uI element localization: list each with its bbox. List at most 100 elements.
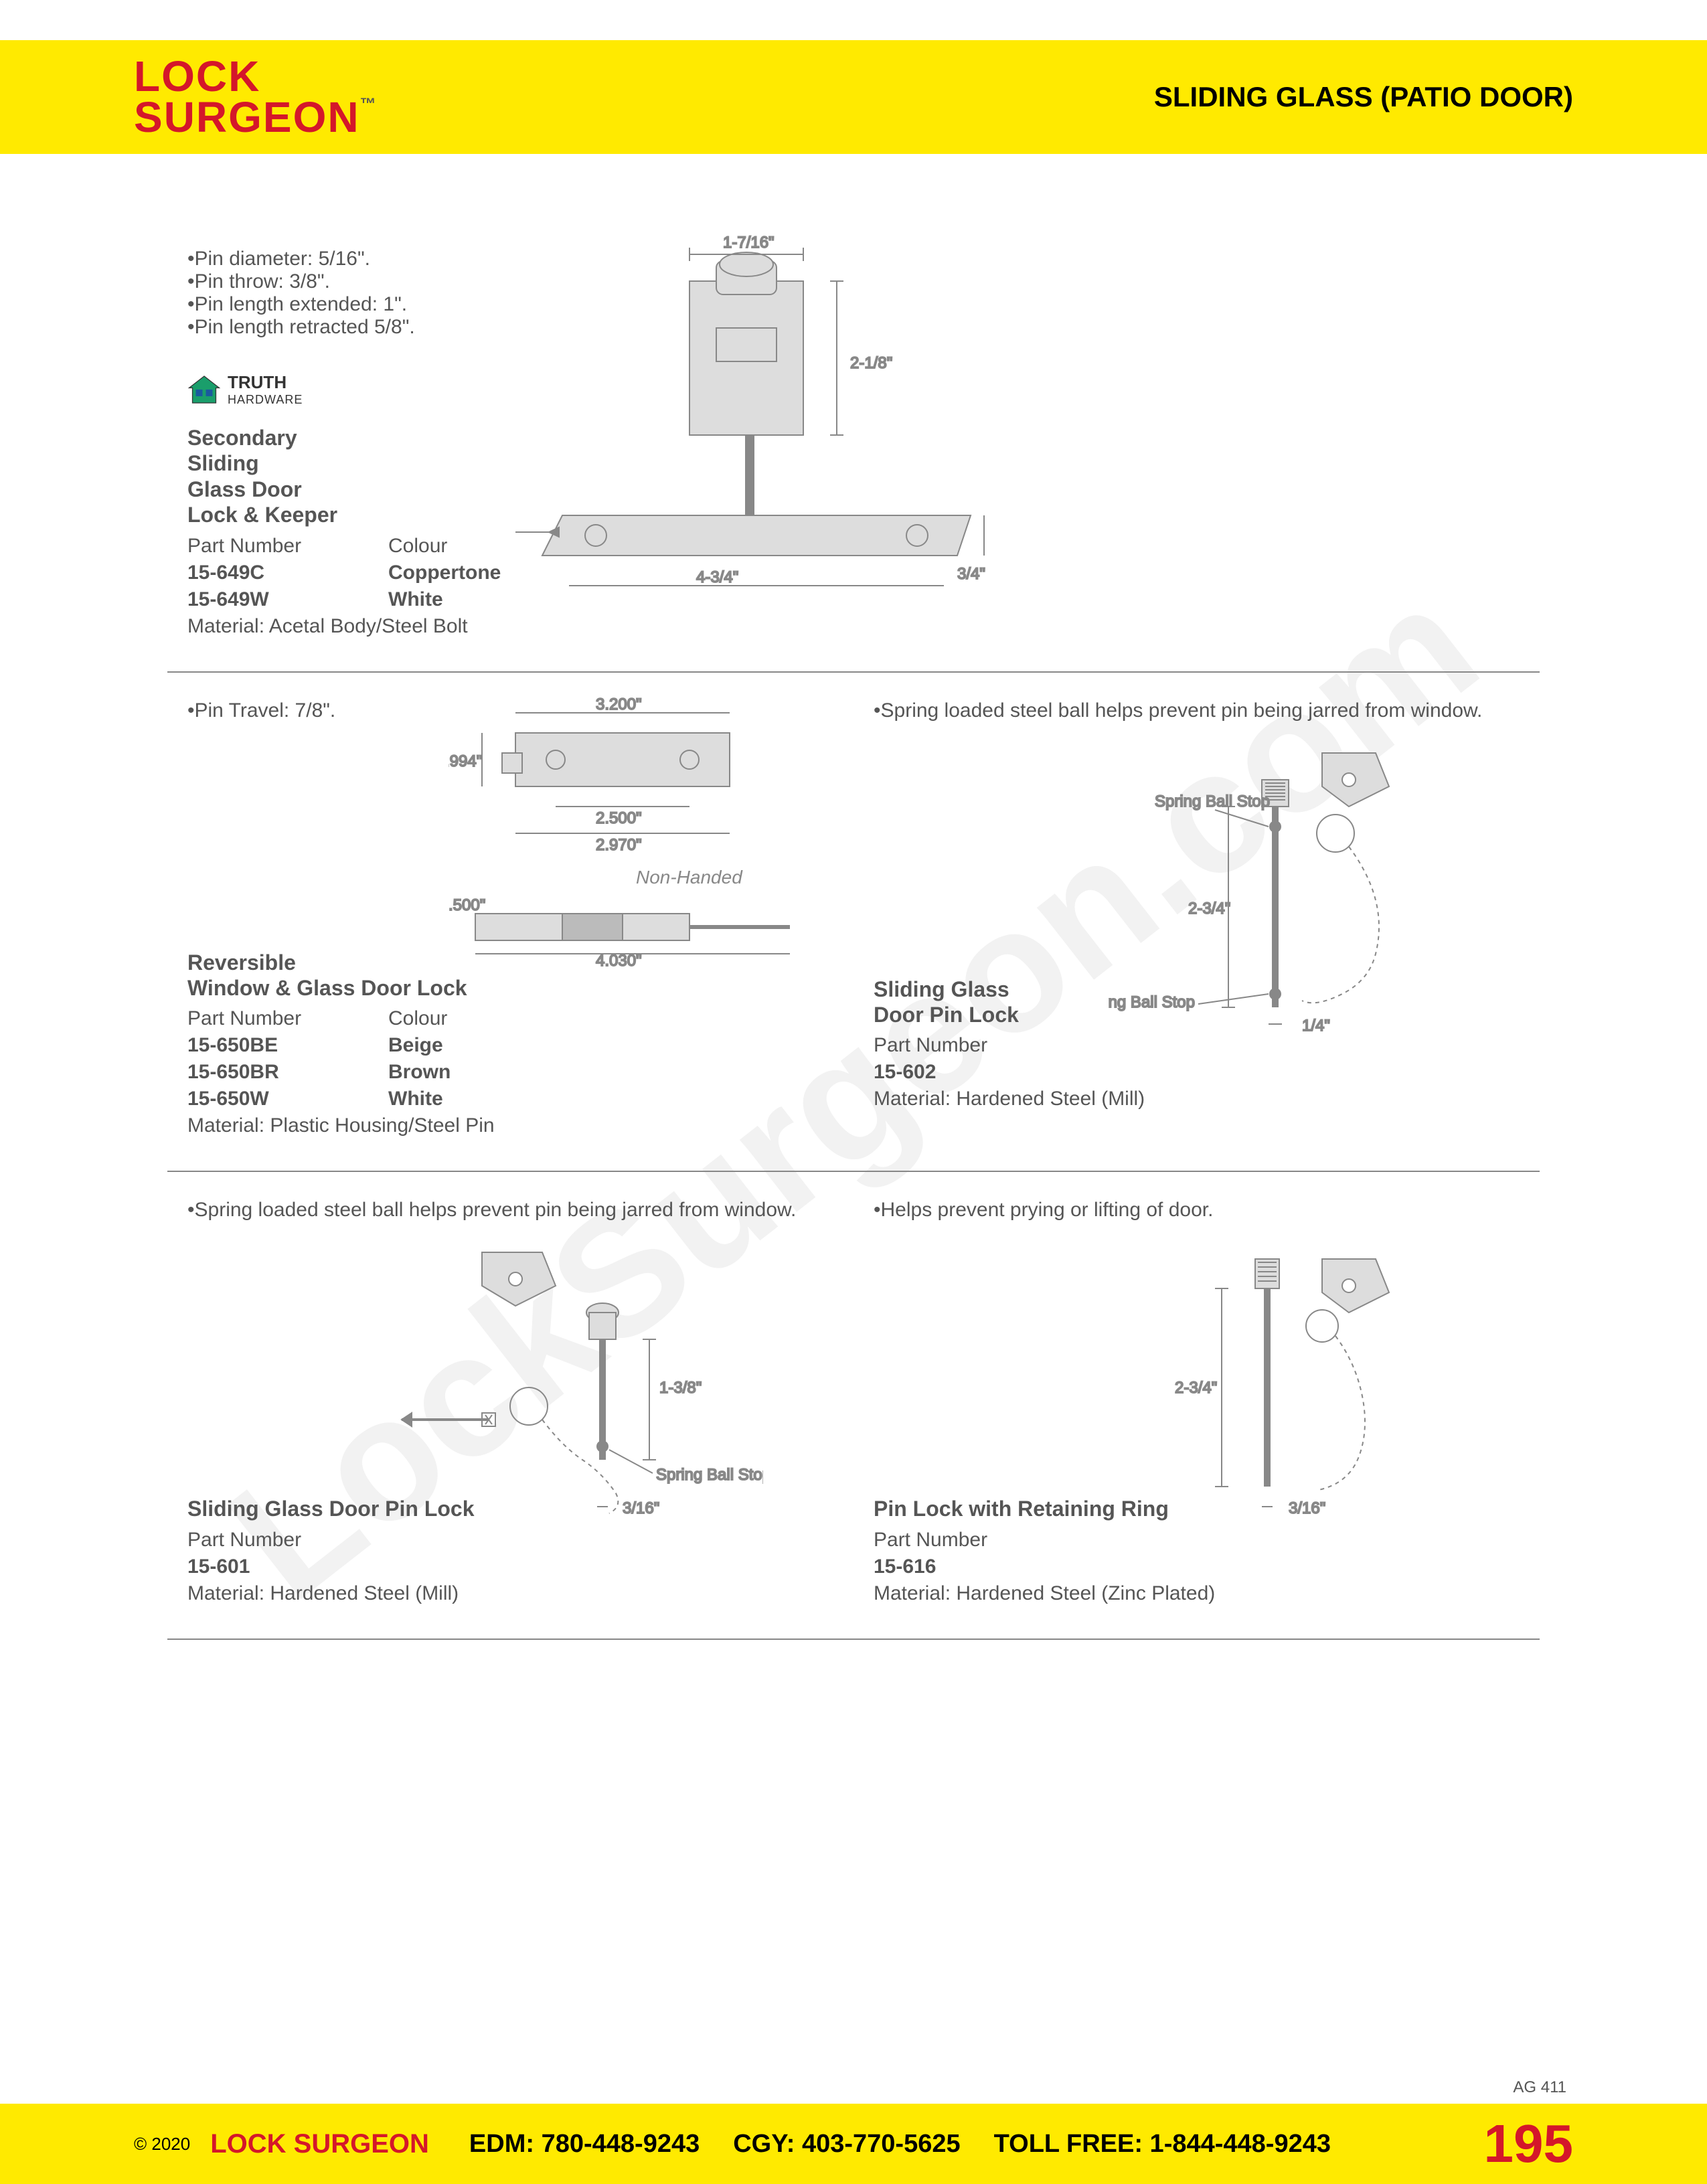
col-headers-2: Part Number Colour <box>187 1007 833 1030</box>
phone-tollfree: TOLL FREE: 1-844-448-9243 <box>994 2130 1331 2159</box>
product-cell-4: •Spring loaded steel ball helps prevent … <box>167 1192 854 1611</box>
partnum: 15-601 <box>187 1556 335 1578</box>
page-header: LOCK SURGEON™ SLIDING GLASS (PATIO DOOR) <box>0 40 1707 154</box>
svg-text:Spring Ball Stop: Spring Ball Stop <box>656 1466 763 1484</box>
material-value: Hardened Steel (Zinc Plated) <box>956 1582 1215 1604</box>
partnum: 15-650BR <box>187 1061 335 1084</box>
colour: Coppertone <box>388 562 501 584</box>
colour: Brown <box>388 1061 451 1084</box>
non-handed-label: Non-Handed <box>636 867 742 888</box>
product-row-1: •Pin diameter: 5/16". •Pin throw: 3/8". … <box>167 221 1540 673</box>
footer-brand: LOCK SURGEON <box>210 2129 429 2159</box>
diagram-2b: .500" 4.030" <box>449 894 810 967</box>
col-partnum: Part Number <box>874 1529 1021 1551</box>
spec-item: •Helps prevent prying or lifting of door… <box>874 1199 1520 1222</box>
logo: LOCK SURGEON™ <box>134 56 378 138</box>
material-label: Material: <box>187 1114 264 1137</box>
colour: White <box>388 1088 443 1110</box>
svg-text:3/16": 3/16" <box>1289 1499 1325 1517</box>
truth-brand: TRUTH <box>228 372 303 393</box>
svg-text:2.970": 2.970" <box>596 836 642 854</box>
diagram-2a: 3.200" .994" 2.500" 2.970" <box>449 693 797 867</box>
product-cell-2: •Pin Travel: 7/8". 3.200" .994" 2.500" 2… <box>167 693 854 1145</box>
col-partnum: Part Number <box>187 535 335 558</box>
header-title: SLIDING GLASS (PATIO DOOR) <box>1154 81 1573 113</box>
copyright: © 2020 <box>134 2134 190 2155</box>
truth-brand-sub: HARDWARE <box>228 393 303 407</box>
svg-text:2-3/4": 2-3/4" <box>1188 900 1230 918</box>
svg-text:2.500": 2.500" <box>596 809 642 827</box>
svg-text:2-1/8": 2-1/8" <box>850 354 892 372</box>
partnum: 15-650BE <box>187 1034 335 1057</box>
partnum: 15-650W <box>187 1088 335 1110</box>
logo-tm: ™ <box>360 95 378 113</box>
svg-text:4-3/4": 4-3/4" <box>696 568 738 586</box>
part-row: 15-650BE Beige <box>187 1034 833 1057</box>
svg-text:Spring Ball Stop: Spring Ball Stop <box>1108 993 1195 1011</box>
phone-edm: EDM: 780-448-9243 <box>469 2130 700 2159</box>
material-label: Material: <box>187 615 264 637</box>
part-row: 15-616 <box>874 1556 1520 1578</box>
spec-item: •Spring loaded steel ball helps prevent … <box>874 699 1520 722</box>
material-value: Acetal Body/Steel Bolt <box>269 615 468 637</box>
material-label: Material: <box>187 1582 264 1604</box>
specs-list-3: •Spring loaded steel ball helps prevent … <box>874 699 1520 722</box>
diagram-5: 2-3/4" 3/16" <box>1135 1219 1469 1527</box>
house-icon <box>187 373 221 406</box>
svg-text:1-7/16": 1-7/16" <box>723 234 775 252</box>
diagram-4: 1-3/8" 3/16" Spring Ball Stop <box>388 1219 763 1527</box>
specs-list-5: •Helps prevent prying or lifting of door… <box>874 1199 1520 1222</box>
svg-text:Spring Ball Stop: Spring Ball Stop <box>1155 792 1270 811</box>
partnum: 15-602 <box>874 1061 1021 1084</box>
spec-item: •Spring loaded steel ball helps prevent … <box>187 1199 833 1222</box>
part-row: 15-650BR Brown <box>187 1061 833 1084</box>
svg-text:3.200": 3.200" <box>596 695 642 713</box>
svg-text:3/4": 3/4" <box>957 565 985 583</box>
phone-cgy: CGY: 403-770-5625 <box>733 2130 960 2159</box>
partnum: 15-616 <box>874 1556 1021 1578</box>
part-row: 15-650W White <box>187 1088 833 1110</box>
material-value: Hardened Steel (Mill) <box>270 1582 459 1604</box>
diagram-3: 2-3/4" 1/4" Spring Ball Stop Spring Ball… <box>1108 720 1456 1034</box>
part-row: 15-602 <box>874 1061 1520 1084</box>
part-row: 15-601 <box>187 1556 833 1578</box>
material-value: Hardened Steel (Mill) <box>956 1088 1145 1110</box>
svg-text:1/4": 1/4" <box>1302 1017 1330 1034</box>
material-label: Material: <box>874 1088 951 1110</box>
material-line: Material: Plastic Housing/Steel Pin <box>187 1114 833 1137</box>
material-label: Material: <box>874 1582 951 1604</box>
svg-text:3/16": 3/16" <box>623 1499 659 1517</box>
material-line: Material: Hardened Steel (Zinc Plated) <box>874 1582 1520 1605</box>
svg-text:2-3/4": 2-3/4" <box>1175 1379 1217 1397</box>
material-value: Plastic Housing/Steel Pin <box>270 1114 494 1137</box>
specs-list-4: •Spring loaded steel ball helps prevent … <box>187 1199 833 1222</box>
col-colour: Colour <box>388 535 447 558</box>
material-line: Material: Acetal Body/Steel Bolt <box>187 615 1520 638</box>
content-area: •Pin diameter: 5/16". •Pin throw: 3/8". … <box>167 221 1540 1640</box>
col-headers-3: Part Number <box>874 1034 1520 1057</box>
page-number: 195 <box>1484 2113 1573 2175</box>
logo-line2: SURGEON <box>134 93 360 141</box>
colour: White <box>388 588 443 611</box>
svg-text:.994": .994" <box>449 752 482 770</box>
material-line: Material: Hardened Steel (Mill) <box>874 1088 1520 1110</box>
col-partnum: Part Number <box>187 1529 335 1551</box>
svg-text:.500": .500" <box>449 896 485 914</box>
col-colour: Colour <box>388 1007 447 1030</box>
col-headers-4: Part Number <box>187 1529 833 1551</box>
colour: Beige <box>388 1034 443 1057</box>
material-line: Material: Hardened Steel (Mill) <box>187 1582 833 1605</box>
diagram-1: 1-7/16" 2-1/8" 4-3/4" 3/4" <box>515 234 1024 609</box>
truth-hardware-badge: TRUTH HARDWARE <box>187 372 303 407</box>
product-row-3: •Spring loaded steel ball helps prevent … <box>167 1172 1540 1639</box>
col-partnum: Part Number <box>187 1007 335 1030</box>
col-headers-5: Part Number <box>874 1529 1520 1551</box>
ag-code: AG 411 <box>1513 2078 1566 2097</box>
page-footer: © 2020 LOCK SURGEON EDM: 780-448-9243 CG… <box>0 2104 1707 2184</box>
svg-text:4.030": 4.030" <box>596 952 642 967</box>
product-cell-1: •Pin diameter: 5/16". •Pin throw: 3/8". … <box>167 241 1540 645</box>
product-cell-5: •Helps prevent prying or lifting of door… <box>854 1192 1540 1611</box>
product-row-2: •Pin Travel: 7/8". 3.200" .994" 2.500" 2… <box>167 673 1540 1173</box>
partnum: 15-649W <box>187 588 335 611</box>
col-partnum: Part Number <box>874 1034 1021 1057</box>
